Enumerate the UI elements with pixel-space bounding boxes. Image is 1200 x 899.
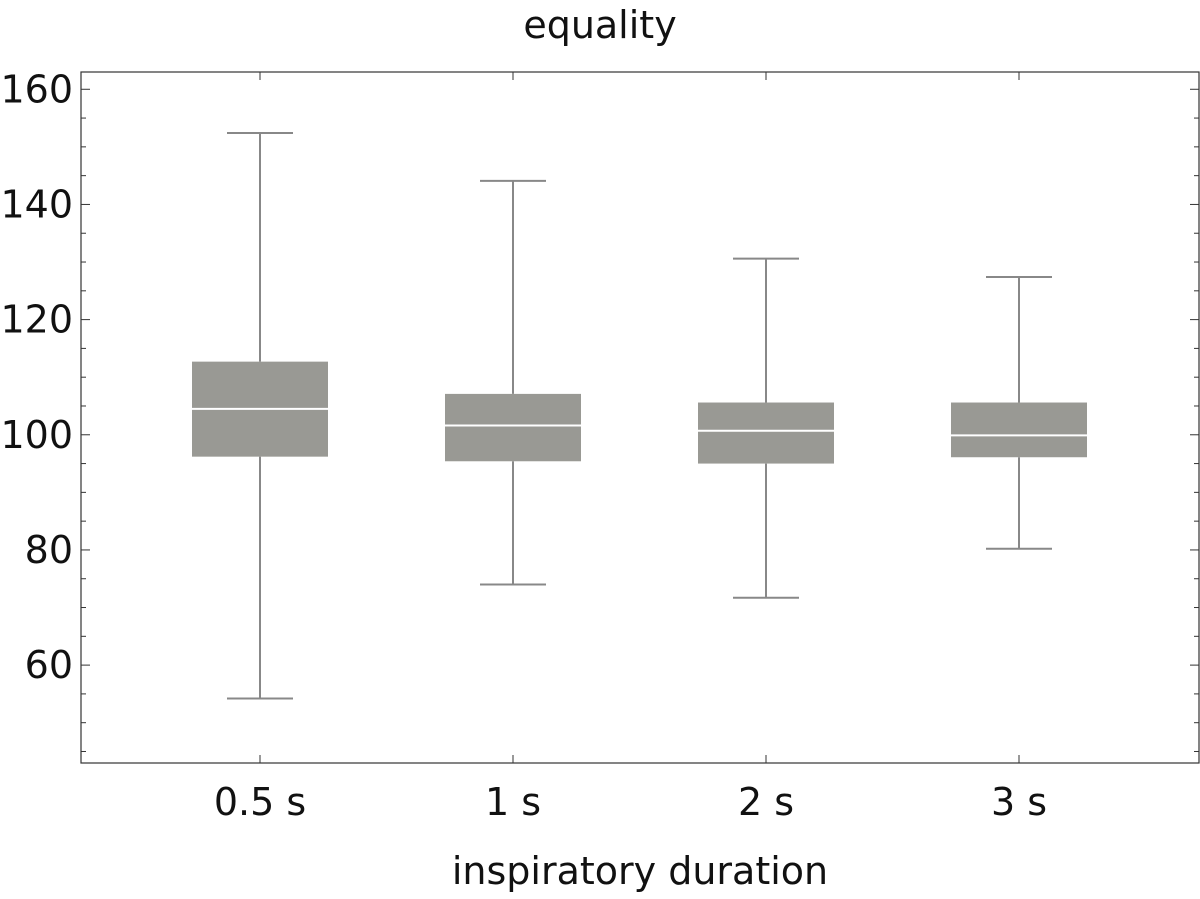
x-tick-label: 1 s: [485, 780, 541, 824]
iqr-box: [698, 402, 834, 464]
y-tick-label: 60: [25, 643, 73, 687]
x-tick-label: 3 s: [991, 780, 1047, 824]
plot-frame: [80, 71, 1200, 764]
y-tick-label: 80: [25, 528, 73, 572]
box-4: [951, 275, 1087, 550]
y-tick-label: 140: [0, 182, 73, 226]
box-1: [192, 132, 328, 700]
chart-title: equality: [523, 3, 676, 47]
x-axis-label: inspiratory duration: [452, 849, 828, 893]
iqr-box: [445, 393, 581, 462]
box-2: [445, 179, 581, 586]
x-tick-label: 2 s: [738, 780, 794, 824]
x-tick-label: 0.5 s: [214, 780, 306, 824]
y-tick-label: 120: [0, 298, 73, 342]
y-tick-label: 100: [0, 413, 73, 457]
iqr-box: [951, 402, 1087, 458]
plot-area: 60 80 100 120 140 160 0.5 s 1 s 2 s 3 s: [0, 67, 1200, 824]
y-tick-label: 160: [0, 67, 73, 111]
box-3: [698, 257, 834, 599]
